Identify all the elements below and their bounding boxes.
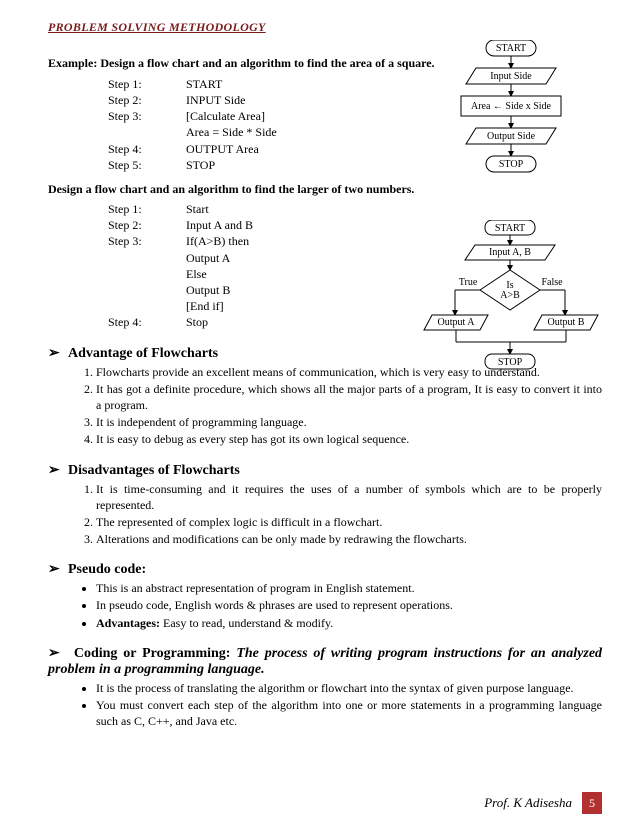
list-item: It is easy to debug as every step has go…	[96, 431, 602, 447]
coding-heading: ➢ Coding or Programming: The process of …	[48, 645, 602, 678]
list-item: It is the process of translating the alg…	[96, 680, 602, 696]
svg-text:Output A: Output A	[438, 317, 476, 328]
disadvantages-list: It is time-consuming and it requires the…	[96, 481, 602, 548]
page-number: 5	[582, 792, 602, 814]
svg-text:Input A, B: Input A, B	[489, 247, 531, 258]
arrow-icon: ➢	[48, 561, 62, 578]
svg-text:A>B: A>B	[500, 290, 520, 301]
svg-text:START: START	[495, 223, 525, 234]
list-item: You must convert each step of the algori…	[96, 697, 602, 729]
svg-text:STOP: STOP	[498, 357, 523, 368]
arrow-icon: ➢	[48, 345, 62, 362]
svg-text:Output Side: Output Side	[487, 131, 536, 142]
author-name: Prof. K Adisesha	[484, 795, 572, 811]
flowchart-larger: START Input A, B Is A>B True False Outpu…	[420, 220, 600, 390]
svg-text:Area ← Side x Side: Area ← Side x Side	[471, 101, 552, 112]
list-item: Advantages: Easy to read, understand & m…	[96, 615, 602, 631]
svg-text:False: False	[541, 277, 563, 288]
pseudo-heading: ➢ Pseudo code:	[48, 561, 602, 578]
page-header: PROBLEM SOLVING METHODOLOGY	[48, 20, 602, 35]
list-item: The represented of complex logic is diff…	[96, 514, 602, 530]
coding-list: It is the process of translating the alg…	[96, 680, 602, 730]
list-item: It is time-consuming and it requires the…	[96, 481, 602, 513]
svg-text:Input Side: Input Side	[490, 71, 532, 82]
arrow-icon: ➢	[48, 645, 62, 662]
disadvantages-heading: ➢ Disadvantages of Flowcharts	[48, 462, 602, 479]
svg-text:STOP: STOP	[499, 159, 524, 170]
heading-text: Advantage of Flowcharts	[68, 346, 218, 362]
list-item: Alterations and modifications can be onl…	[96, 531, 602, 547]
list-item: It is independent of programming languag…	[96, 414, 602, 430]
svg-text:Output B: Output B	[548, 317, 585, 328]
flowchart-area: START Input Side Area ← Side x Side Outp…	[426, 40, 596, 220]
heading-text: Disadvantages of Flowcharts	[68, 463, 240, 479]
list-item: In pseudo code, English words & phrases …	[96, 597, 602, 613]
pseudo-list: This is an abstract representation of pr…	[96, 580, 602, 631]
svg-text:START: START	[496, 43, 526, 54]
heading-text: Pseudo code:	[68, 562, 146, 578]
arrow-icon: ➢	[48, 462, 62, 479]
list-item: This is an abstract representation of pr…	[96, 580, 602, 596]
svg-text:True: True	[459, 277, 478, 288]
heading-text: Coding or Programming:	[74, 646, 231, 661]
